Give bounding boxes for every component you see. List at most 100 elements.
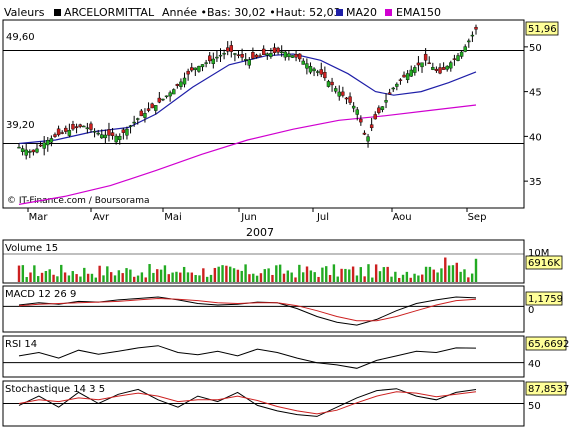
stochastic-tick-0: 50 bbox=[528, 401, 541, 412]
candle-body bbox=[208, 55, 212, 62]
candle-body bbox=[38, 144, 43, 147]
candle-body bbox=[463, 46, 467, 52]
volume-bar bbox=[175, 271, 178, 282]
candle-body bbox=[319, 69, 323, 75]
x-tick-label-Sep: Sep bbox=[468, 212, 487, 223]
volume-bar bbox=[278, 264, 282, 282]
volume-bar bbox=[213, 267, 217, 282]
volume-bar bbox=[129, 269, 132, 282]
volume-bar bbox=[325, 266, 328, 282]
candle-body bbox=[193, 67, 198, 70]
volume-bar bbox=[71, 271, 74, 282]
volume-last-value: 6916K bbox=[528, 258, 560, 269]
volume-bar bbox=[336, 276, 339, 282]
candle-body bbox=[128, 125, 133, 127]
candle-body bbox=[315, 71, 320, 73]
volume-bar bbox=[113, 275, 117, 282]
candle-body bbox=[337, 91, 341, 97]
volume-bar bbox=[328, 274, 332, 282]
volume-bar bbox=[263, 269, 266, 282]
candle-body bbox=[42, 142, 46, 149]
volume-bar bbox=[344, 268, 347, 282]
candle-body bbox=[247, 59, 251, 66]
candle-body bbox=[366, 136, 370, 142]
volume-bar bbox=[282, 273, 286, 282]
candle-body bbox=[240, 54, 244, 58]
volume-bar bbox=[332, 264, 336, 282]
y-tick-label-40: 40 bbox=[529, 132, 542, 143]
candle-body bbox=[261, 48, 266, 55]
volume-bar bbox=[86, 273, 90, 282]
candle-body bbox=[359, 118, 363, 123]
volume-bar bbox=[148, 264, 151, 282]
candle-body bbox=[420, 62, 424, 68]
volume-bar bbox=[167, 274, 170, 282]
macd-tick-0: 0 bbox=[528, 305, 534, 316]
year-range: Année •Bas: 30,02 •Haut: 52,03 bbox=[162, 6, 341, 19]
candle-body bbox=[413, 67, 417, 73]
volume-bar bbox=[351, 266, 355, 282]
volume-bar bbox=[152, 272, 155, 282]
candle-body bbox=[215, 56, 219, 59]
volume-bar bbox=[75, 274, 78, 282]
candle-body bbox=[405, 73, 410, 81]
candle-body bbox=[380, 106, 385, 110]
candle-body bbox=[103, 134, 108, 139]
chart-marks: 35 40 45 50 Mar Avr Mai Jun Jul Aou Sep bbox=[3, 24, 542, 417]
volume-bar bbox=[401, 274, 405, 282]
candle-body bbox=[100, 134, 104, 139]
volume-bar bbox=[390, 276, 393, 282]
volume-bar bbox=[94, 277, 98, 282]
candle-body bbox=[17, 146, 21, 149]
volume-bar bbox=[225, 265, 228, 282]
source-label: © IT-Finance.com / Boursorama bbox=[7, 196, 149, 206]
volume-bar bbox=[374, 264, 378, 282]
y-tick-label-35: 35 bbox=[529, 177, 542, 188]
candle-body bbox=[362, 132, 367, 135]
candle-body bbox=[423, 53, 428, 61]
volume-bar bbox=[240, 270, 243, 282]
volume-bar bbox=[405, 271, 409, 282]
candle-body bbox=[236, 54, 241, 56]
volume-bar bbox=[298, 264, 301, 282]
volume-bar bbox=[371, 277, 374, 282]
volume-bar bbox=[83, 267, 86, 282]
volume-bar bbox=[217, 266, 220, 282]
candle-body bbox=[226, 47, 230, 52]
volume-bar bbox=[17, 265, 21, 282]
candle-body bbox=[136, 118, 140, 120]
candle-body bbox=[49, 138, 54, 143]
volume-bar bbox=[271, 274, 274, 282]
volume-bar bbox=[63, 272, 67, 282]
volume-bar bbox=[102, 275, 105, 282]
candle-body bbox=[89, 123, 93, 130]
candle-body bbox=[150, 103, 154, 109]
volume-bar bbox=[348, 269, 351, 282]
candle-body bbox=[211, 58, 216, 64]
x-tick-label-Avr: Avr bbox=[93, 212, 110, 223]
volume-bar bbox=[179, 272, 182, 282]
candle-body bbox=[452, 58, 457, 60]
stock-name: ARCELORMITTAL bbox=[64, 6, 155, 19]
candle-body bbox=[74, 126, 79, 129]
volume-bar bbox=[48, 269, 51, 282]
volume-bar bbox=[60, 264, 63, 282]
candle-body bbox=[85, 127, 90, 130]
volume-bar bbox=[417, 275, 420, 282]
volume-bar bbox=[109, 272, 113, 282]
candle-body bbox=[132, 121, 136, 124]
volume-bar bbox=[459, 271, 462, 282]
rsi-title: RSI 14 bbox=[5, 339, 37, 350]
indicator-signal bbox=[18, 297, 477, 322]
candle-body bbox=[323, 72, 327, 79]
candle-body bbox=[265, 53, 269, 56]
candle-body bbox=[175, 83, 180, 86]
volume-bar bbox=[463, 269, 466, 282]
volume-bar bbox=[236, 269, 240, 282]
candle-body bbox=[402, 74, 406, 78]
volume-bar bbox=[159, 269, 163, 282]
candle-body bbox=[182, 77, 187, 85]
volume-bar bbox=[117, 270, 121, 282]
volume-bar bbox=[232, 268, 236, 282]
volume-bar bbox=[229, 266, 232, 282]
